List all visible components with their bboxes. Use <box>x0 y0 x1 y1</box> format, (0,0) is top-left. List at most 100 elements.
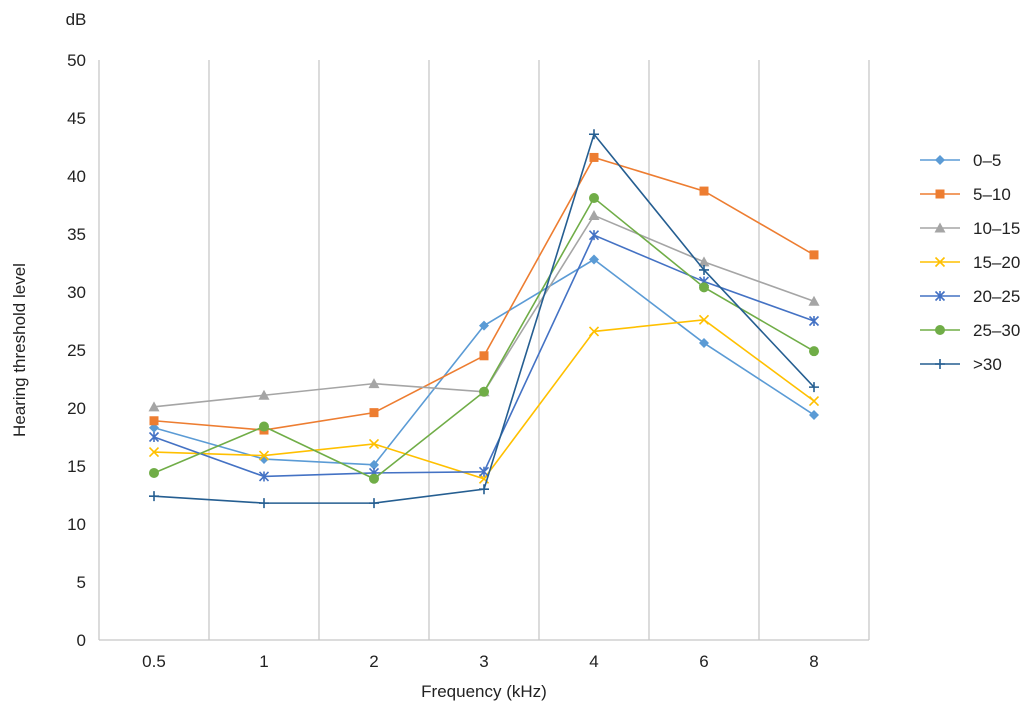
x-axis-ticks: 0.5 1 2 3 4 6 8 <box>142 652 819 671</box>
data-point-marker <box>149 467 159 478</box>
data-point-marker <box>369 498 379 509</box>
legend-item: 15–20 <box>920 253 1020 272</box>
series-line <box>153 214 815 408</box>
data-point-marker <box>369 459 379 470</box>
legend-label: 10–15 <box>973 219 1020 238</box>
x-tick-label: 1 <box>259 652 268 671</box>
legend-label: 5–10 <box>973 185 1011 204</box>
legend-marker <box>935 189 945 199</box>
legend-item: 5–10 <box>920 185 1011 204</box>
data-point-marker <box>479 484 489 495</box>
legend-item: 25–30 <box>920 321 1020 340</box>
data-point-marker <box>808 295 820 306</box>
legend-label: 25–30 <box>973 321 1020 340</box>
x-tick-label: 0.5 <box>142 652 166 671</box>
data-point-marker <box>479 386 489 397</box>
data-point-marker <box>368 438 380 450</box>
legend-marker <box>935 325 945 335</box>
data-point-marker <box>699 338 709 349</box>
series-line <box>153 132 815 504</box>
legend-item: 20–25 <box>920 287 1020 306</box>
legend-marker <box>934 222 946 233</box>
series-2 <box>148 209 820 412</box>
y-tick-label: 0 <box>77 631 86 650</box>
y-tick-label: 50 <box>67 51 86 70</box>
y-tick-label: 5 <box>77 573 86 592</box>
data-point-marker <box>698 256 710 267</box>
data-point-marker <box>148 447 160 458</box>
series-5 <box>149 193 819 484</box>
data-point-marker <box>149 416 159 426</box>
x-tick-label: 6 <box>699 652 708 671</box>
y-tick-label: 35 <box>67 225 86 244</box>
data-point-marker <box>148 431 160 443</box>
data-point-marker <box>479 320 489 331</box>
y-tick-label: 20 <box>67 399 86 418</box>
x-axis-title: Frequency (kHz) <box>421 682 547 701</box>
x-tick-label: 3 <box>479 652 488 671</box>
legend: 0–5 5–10 10–15 15–20 20–25 25–30 >30 <box>920 151 1020 374</box>
data-point-marker <box>589 193 599 204</box>
series-3 <box>148 314 820 484</box>
data-point-marker <box>808 315 820 327</box>
data-point-marker <box>699 186 709 196</box>
data-point-marker <box>259 421 269 432</box>
y-axis-ticks: 0 5 10 15 20 25 30 35 40 45 50 <box>67 51 86 650</box>
data-point-marker <box>368 378 380 389</box>
legend-marker <box>935 359 945 369</box>
legend-item: 10–15 <box>920 219 1020 238</box>
legend-item: 0–5 <box>920 151 1001 170</box>
series-line <box>153 258 815 466</box>
data-point-marker <box>699 264 709 275</box>
data-point-marker <box>809 250 819 260</box>
legend-marker <box>935 155 945 165</box>
y-tick-label: 15 <box>67 457 86 476</box>
data-point-marker <box>149 491 159 502</box>
data-point-marker <box>809 346 819 357</box>
x-tick-label: 4 <box>589 652 598 671</box>
data-point-marker <box>479 351 489 361</box>
data-point-marker <box>588 326 600 337</box>
legend-marker <box>934 290 946 302</box>
data-point-marker <box>588 230 600 241</box>
data-point-marker <box>589 129 599 140</box>
y-tick-label: 45 <box>67 109 86 128</box>
series-line <box>153 196 815 480</box>
data-point-marker <box>369 473 379 484</box>
data-point-marker <box>259 498 269 509</box>
series-group <box>148 129 820 509</box>
data-point-marker <box>589 152 599 162</box>
data-point-marker <box>808 395 820 407</box>
legend-marker <box>934 256 946 268</box>
data-point-marker <box>258 450 270 461</box>
y-tick-label: 40 <box>67 167 86 186</box>
gridlines <box>98 60 870 640</box>
data-point-marker <box>589 254 599 265</box>
y-tick-label: 30 <box>67 283 86 302</box>
y-axis-unit-label: dB <box>66 10 87 29</box>
x-tick-label: 8 <box>809 652 818 671</box>
data-point-marker <box>369 408 379 418</box>
data-point-marker <box>259 454 269 465</box>
y-tick-label: 10 <box>67 515 86 534</box>
series-0 <box>149 254 819 470</box>
data-point-marker <box>588 209 600 220</box>
y-tick-label: 25 <box>67 341 86 360</box>
data-point-marker <box>809 382 819 393</box>
legend-label: 0–5 <box>973 151 1001 170</box>
legend-label: >30 <box>973 355 1002 374</box>
series-6 <box>149 129 819 509</box>
data-point-marker <box>809 409 819 420</box>
x-tick-label: 2 <box>369 652 378 671</box>
legend-label: 20–25 <box>973 287 1020 306</box>
data-point-marker <box>699 282 709 293</box>
data-point-marker <box>258 389 270 400</box>
data-point-marker <box>258 471 270 482</box>
data-point-marker <box>698 314 710 325</box>
series-line <box>153 319 815 480</box>
y-axis-title: Hearing threshold level <box>10 263 29 437</box>
legend-label: 15–20 <box>973 253 1020 272</box>
legend-item: >30 <box>920 355 1002 374</box>
data-point-marker <box>478 466 490 477</box>
